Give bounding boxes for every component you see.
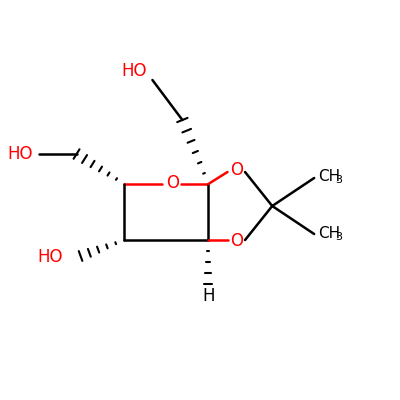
Text: HO: HO [37,248,62,266]
Text: HO: HO [7,145,33,163]
Text: CH: CH [318,226,340,242]
Text: O: O [166,174,179,192]
Text: O: O [230,161,243,179]
Text: HO: HO [121,62,146,80]
Text: H: H [202,287,214,305]
Text: CH: CH [318,169,340,184]
Text: 3: 3 [335,232,342,242]
Text: O: O [230,232,243,250]
Text: 3: 3 [335,175,342,185]
